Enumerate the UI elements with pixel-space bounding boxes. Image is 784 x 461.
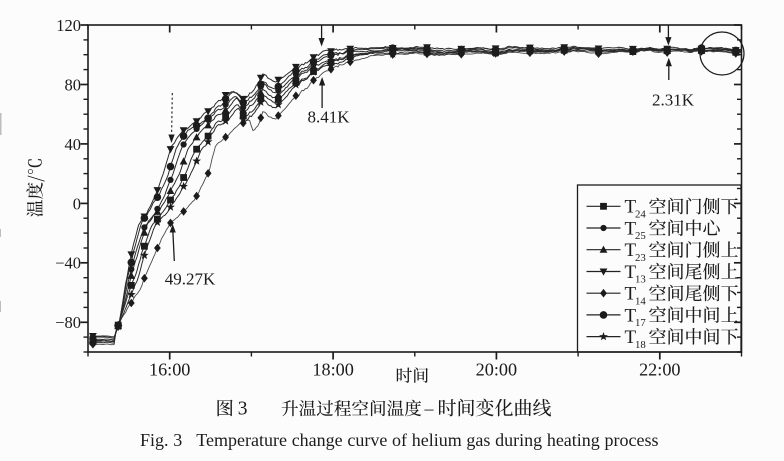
svg-text:T: T <box>625 284 637 305</box>
svg-text:–: – <box>424 398 435 418</box>
svg-text:2.31K: 2.31K <box>652 91 695 110</box>
svg-text:3: 3 <box>238 399 248 420</box>
svg-text:14: 14 <box>635 295 646 307</box>
svg-text:−40: −40 <box>55 254 81 273</box>
svg-text:T: T <box>625 218 637 239</box>
svg-text:22:00: 22:00 <box>639 360 680 380</box>
svg-text:120: 120 <box>56 16 81 35</box>
svg-text:T: T <box>625 197 637 218</box>
svg-text:49.27K: 49.27K <box>165 270 216 289</box>
svg-text:T: T <box>625 240 637 261</box>
svg-text:18:00: 18:00 <box>312 360 353 380</box>
svg-text:18: 18 <box>635 339 646 351</box>
svg-text:24: 24 <box>635 209 646 221</box>
svg-text:T: T <box>625 305 637 326</box>
svg-text:23: 23 <box>635 252 646 264</box>
svg-text:T: T <box>625 327 637 348</box>
svg-text:17: 17 <box>635 317 646 329</box>
svg-text:Fig. 3 Temperature change cu: Fig. 3 Temperature change curve of heliu… <box>140 430 658 450</box>
svg-text:40: 40 <box>65 135 82 154</box>
svg-text:−80: −80 <box>55 313 81 332</box>
svg-text:0: 0 <box>73 194 81 213</box>
svg-text:16:00: 16:00 <box>149 360 190 380</box>
svg-text:25: 25 <box>635 230 646 242</box>
svg-text:8.41K: 8.41K <box>307 108 350 127</box>
svg-text:80: 80 <box>65 75 82 94</box>
svg-text:T: T <box>625 262 637 283</box>
svg-text:20:00: 20:00 <box>476 360 517 380</box>
svg-text:13: 13 <box>635 274 646 286</box>
